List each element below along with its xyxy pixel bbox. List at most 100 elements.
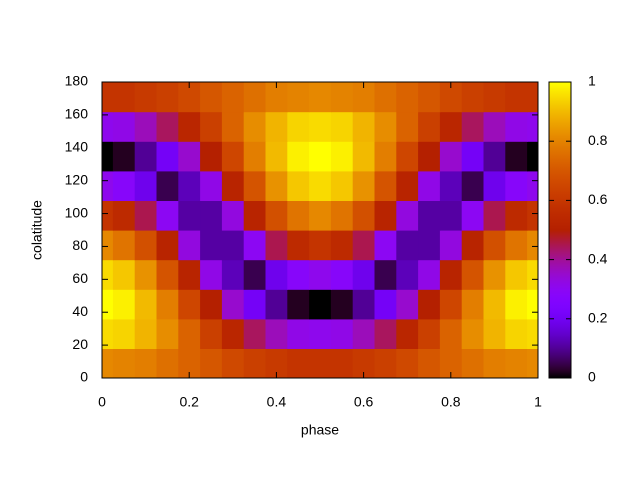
heatmap-cell: [287, 348, 310, 378]
heatmap-cell: [243, 200, 267, 231]
heatmap-cell: [330, 200, 354, 231]
heatmap-cell: [527, 200, 538, 231]
y-tick-label: 100: [65, 204, 89, 220]
y-tick-label: 180: [65, 73, 89, 89]
heatmap-cell: [221, 200, 245, 231]
heatmap-cell: [352, 289, 376, 320]
heatmap-cell: [265, 259, 288, 290]
heatmap-cell: [396, 170, 419, 201]
heatmap-cell: [461, 230, 485, 261]
heatmap-cell: [439, 82, 463, 113]
heatmap-cell: [352, 141, 376, 172]
heatmap-cell: [418, 230, 441, 261]
heatmap-cell: [134, 318, 158, 349]
heatmap-cell: [330, 170, 354, 201]
heatmap-cell: [200, 200, 223, 231]
heatmap-cell: [505, 170, 528, 201]
heatmap-cell: [483, 348, 506, 378]
heatmap-cell: [200, 170, 223, 201]
heatmap-cell: [330, 141, 354, 172]
heatmap-cell: [309, 289, 332, 320]
heatmap-cell: [178, 200, 201, 231]
heatmap-cell: [112, 111, 136, 142]
heatmap-cell: [418, 259, 441, 290]
heatmap-cell: [439, 230, 463, 261]
heatmap-cell: [221, 111, 245, 142]
heatmap-cell: [243, 259, 267, 290]
colorbar-tick-label: 1: [588, 73, 596, 89]
heatmap-cell: [374, 259, 397, 290]
heatmap-cell: [527, 170, 538, 201]
heatmap-cell: [330, 289, 354, 320]
heatmap-cell: [156, 170, 179, 201]
heatmap-cell: [527, 348, 538, 378]
heatmap-cell: [483, 82, 506, 113]
heatmap-cell: [439, 141, 463, 172]
heatmap-cell: [396, 111, 419, 142]
heatmap-cell: [178, 111, 201, 142]
heatmap-cell: [178, 318, 201, 349]
heatmap-cell: [243, 230, 267, 261]
heatmap-cell: [461, 82, 485, 113]
heatmap-cell: [461, 348, 485, 378]
heatmap-cell: [352, 111, 376, 142]
heatmap-cell: [112, 141, 136, 172]
heatmap-cell: [102, 259, 114, 290]
heatmap-cell: [374, 348, 397, 378]
heatmap-cell: [156, 289, 179, 320]
heatmap-cell: [527, 111, 538, 142]
heatmap-cell: [102, 230, 114, 261]
heatmap-cell: [527, 289, 538, 320]
heatmap-cell: [265, 170, 288, 201]
heatmap-cell: [330, 348, 354, 378]
heatmap-cell: [309, 141, 332, 172]
heatmap-cell: [374, 170, 397, 201]
heatmap-cell: [287, 230, 310, 261]
heatmap-cell: [483, 230, 506, 261]
heatmap-cell: [221, 348, 245, 378]
heatmap-cell: [418, 82, 441, 113]
heatmap-cell: [156, 230, 179, 261]
heatmap-cell: [483, 259, 506, 290]
heatmap-cell: [505, 259, 528, 290]
heatmap-cell: [374, 318, 397, 349]
heatmap-cell: [483, 318, 506, 349]
heatmap-cell: [374, 289, 397, 320]
heatmap-cell: [374, 230, 397, 261]
y-axis-label: colatitude: [29, 200, 45, 260]
heatmap-cell: [156, 348, 179, 378]
heatmap-cell: [330, 259, 354, 290]
heatmap-cell: [439, 348, 463, 378]
heatmap-cell: [483, 141, 506, 172]
y-tick-label: 60: [72, 270, 88, 286]
y-tick-label: 0: [80, 369, 88, 385]
heatmap-cell: [200, 141, 223, 172]
heatmap-cell: [112, 200, 136, 231]
heatmap-cell: [134, 111, 158, 142]
heatmap-cell: [178, 348, 201, 378]
heatmap-cell: [265, 348, 288, 378]
heatmap-cell: [287, 170, 310, 201]
heatmap-cell: [112, 318, 136, 349]
heatmap-cell: [439, 111, 463, 142]
heatmap-cell: [374, 200, 397, 231]
heatmap-cell: [102, 289, 114, 320]
heatmap-cell: [112, 289, 136, 320]
heatmap-cell: [134, 348, 158, 378]
y-tick-label: 80: [72, 237, 88, 253]
heatmap-cell: [287, 82, 310, 113]
heatmap-cell: [505, 318, 528, 349]
heatmap-cell: [309, 82, 332, 113]
heatmap-cell: [505, 141, 528, 172]
heatmap-cell: [483, 200, 506, 231]
plot-border: [101, 81, 539, 379]
colorbar-tick-label: 0.8: [588, 132, 608, 148]
heatmap-cell: [309, 259, 332, 290]
heatmap-cell: [527, 230, 538, 261]
x-tick-label: 0.2: [179, 394, 199, 410]
heatmap-cell: [527, 82, 538, 113]
heatmap-cell: [352, 348, 376, 378]
colorbar-tick-label: 0: [588, 369, 596, 385]
y-tick-label: 120: [65, 171, 89, 187]
heatmap-cell: [200, 82, 223, 113]
